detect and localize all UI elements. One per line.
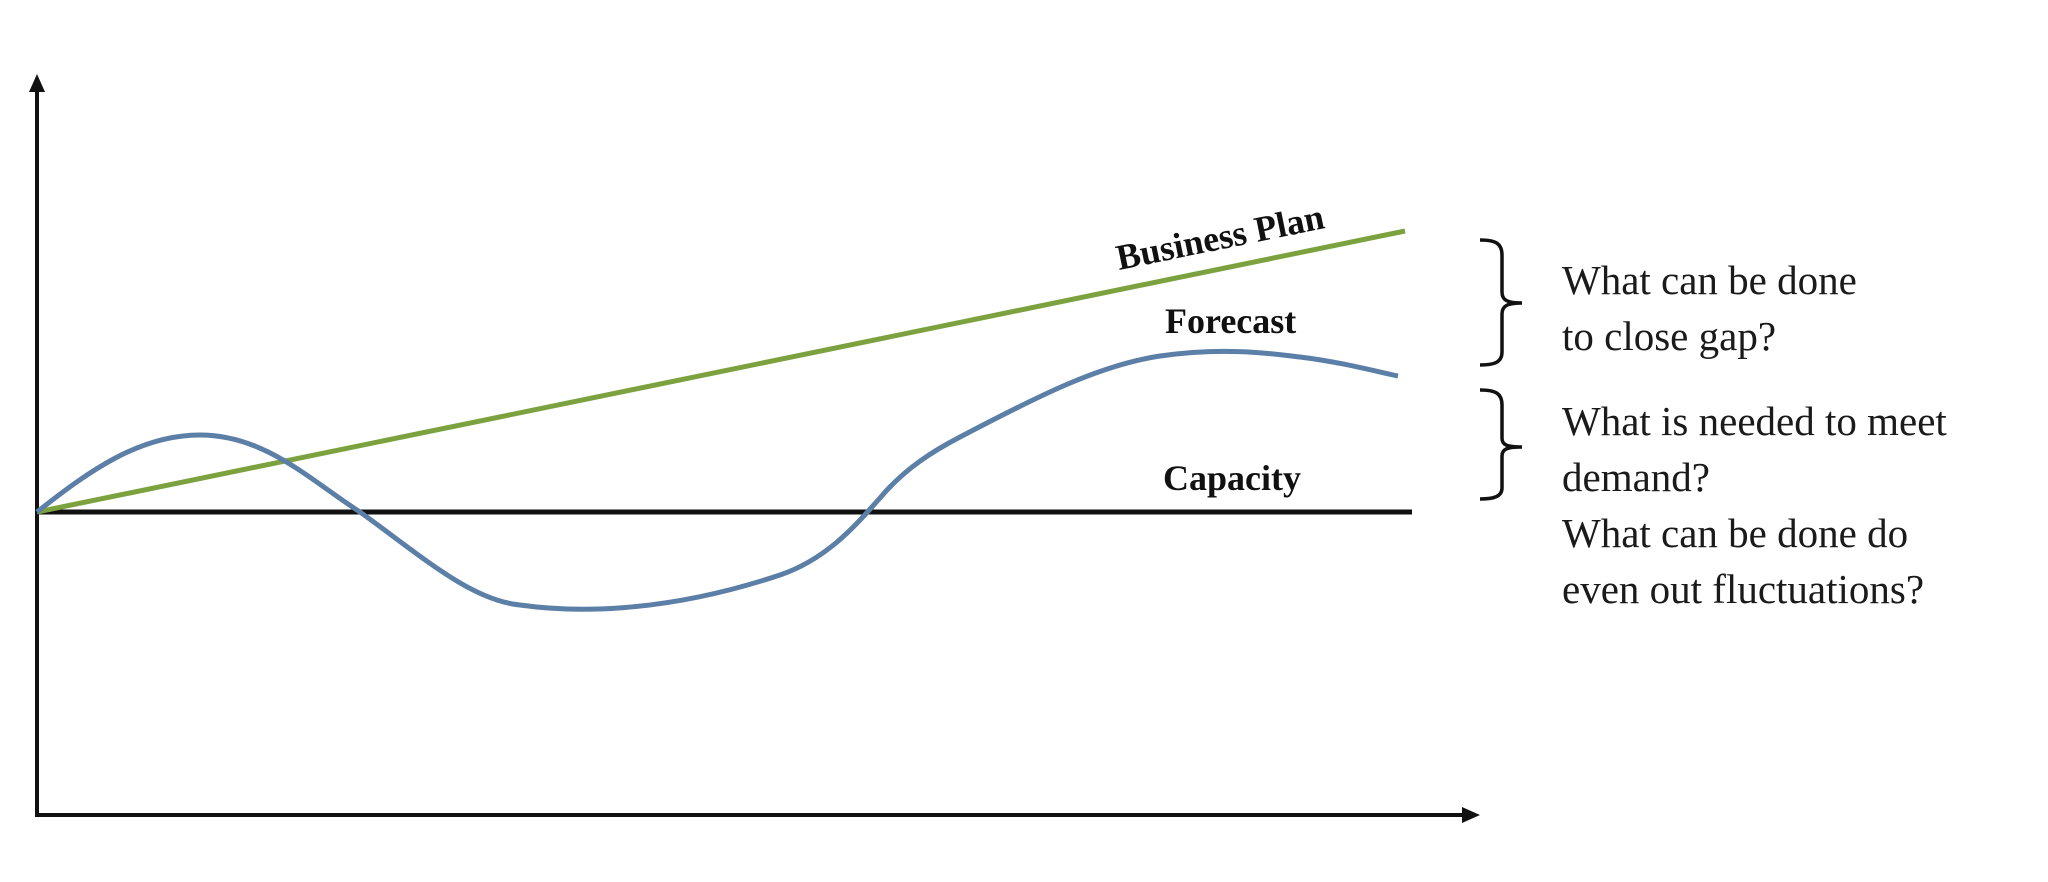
question-line: What can be done do	[1562, 510, 1909, 556]
question-line: demand?	[1562, 454, 1710, 500]
business-plan-label: Business Plan	[1113, 197, 1328, 278]
forecast-curve	[35, 348, 1399, 612]
business-plan-line	[36, 228, 1406, 515]
question-line: even out fluctuations?	[1562, 566, 1925, 612]
capacity-label: Capacity	[1163, 458, 1301, 498]
x-axis-arrowhead	[1462, 807, 1480, 823]
question-line: to close gap?	[1562, 313, 1777, 359]
question-line: What can be done	[1562, 257, 1857, 303]
forecast-label: Forecast	[1165, 301, 1296, 341]
y-axis-arrowhead	[29, 74, 45, 92]
gap-bracket	[1479, 238, 1523, 367]
capacity-questions: What is needed to meet demand? What can …	[1562, 393, 1947, 617]
close-gap-questions: What can be done to close gap?	[1562, 252, 1857, 364]
capacity-bracket	[1479, 388, 1523, 501]
question-line: What is needed to meet	[1562, 398, 1947, 444]
